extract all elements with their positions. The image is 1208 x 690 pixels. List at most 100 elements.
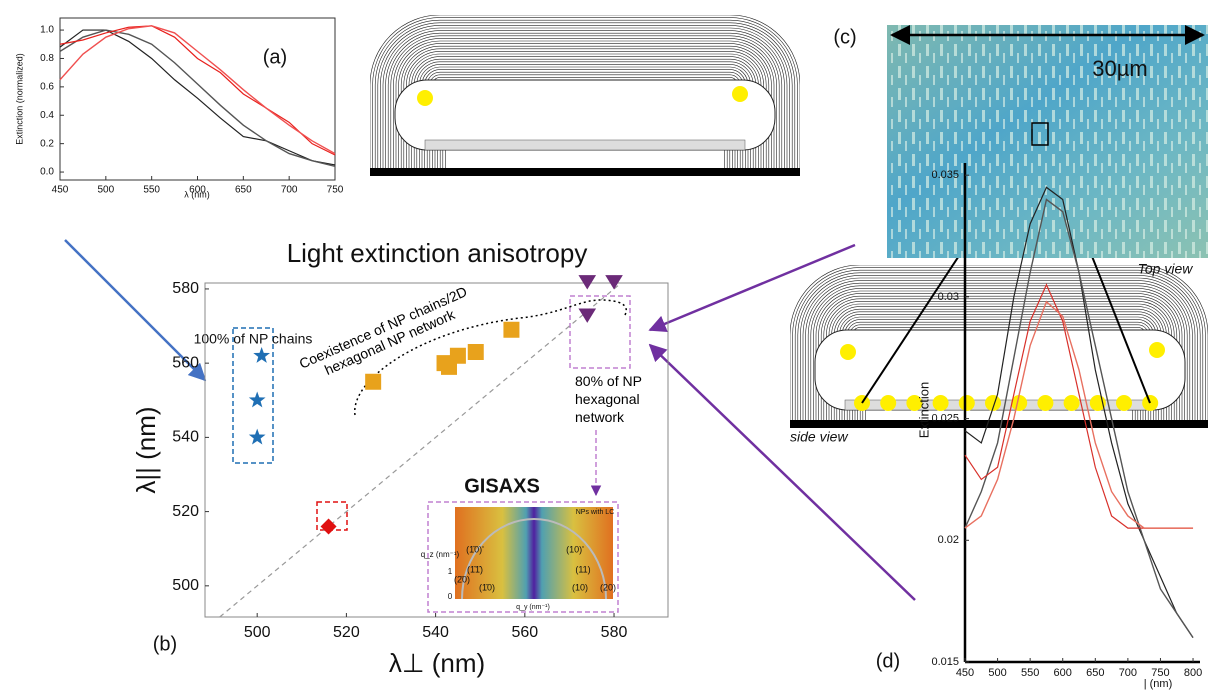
layer-line (833, 308, 1165, 422)
layer-line (372, 17, 798, 170)
layer-line (424, 69, 746, 170)
nanoparticle (732, 86, 748, 102)
y-tick-label: 0.015 (931, 656, 959, 668)
layer-line (828, 303, 1170, 422)
layer-line (419, 64, 751, 170)
inset-title: GISAXS (464, 475, 540, 497)
x-tick-label: 500 (244, 624, 271, 641)
layer-line (377, 22, 793, 170)
layer-line (802, 277, 1196, 422)
diagonal (219, 282, 622, 618)
layer-line (823, 298, 1175, 422)
schematic-caption: side view (790, 429, 848, 445)
x-tick-label: 500 (988, 667, 1006, 679)
layer-line (820, 295, 1178, 422)
nanoparticle (1149, 342, 1165, 358)
marker (320, 518, 337, 535)
gisaxs-label: q_y (nm⁻¹) (516, 604, 550, 611)
panel-label: (b) (153, 633, 177, 655)
nanoparticle (1142, 395, 1159, 411)
data-line (59, 29, 336, 166)
marker (449, 347, 466, 364)
schematics (370, 15, 1208, 428)
charts: 450 500 550 600 650 700 750 0.0 0.2 0.4 0.6 0.8 1.0 λ… (14, 17, 1202, 690)
layer-line (849, 324, 1149, 422)
x-tick-label: 500 (97, 185, 114, 196)
y-tick-label: 0.2 (40, 138, 54, 149)
nanoparticle (906, 395, 923, 411)
cavity (394, 79, 776, 151)
marker (365, 373, 382, 390)
layer-line (429, 74, 741, 170)
gisaxs-label: (10)' (566, 544, 584, 554)
layer-line (403, 48, 767, 170)
y-tick-label: 540 (172, 429, 199, 446)
y-tick-label: 520 (172, 503, 199, 520)
layer-line (398, 43, 772, 170)
y-tick-label: 580 (172, 280, 199, 297)
y-tick-label: 0.0 (40, 167, 54, 178)
x-axis-label: λ⊥ (nm) (389, 648, 485, 678)
zoom-box (1031, 122, 1049, 146)
gisaxs-ring (461, 518, 607, 600)
gisaxs-label: (11) (575, 564, 590, 574)
layer-line (839, 314, 1159, 422)
y-axis-label: Extinction (normalized) (14, 53, 24, 145)
y-axis-label: Extinction (916, 382, 931, 438)
data-line (59, 25, 336, 156)
layer-line (374, 19, 796, 170)
marker (503, 321, 520, 338)
gisaxs-label: 0 (448, 592, 453, 601)
y-tick-label: 0.025 (931, 412, 959, 424)
gisaxs-image (455, 507, 613, 599)
nanoparticle (1011, 395, 1028, 411)
y-tick-label: 0.8 (40, 53, 54, 64)
gisaxs-label: (10) (572, 582, 588, 592)
gisaxs-label: (1̄0) (479, 582, 495, 592)
arrow (64, 239, 207, 382)
layer-line (406, 51, 764, 170)
data-line (59, 25, 336, 155)
layer-line (818, 293, 1180, 422)
layer-line (792, 267, 1206, 422)
annotation: 80% of NP hexagonal network (575, 373, 642, 425)
layer-line (844, 319, 1154, 422)
gisaxs-label: (1̄0)' (466, 544, 484, 554)
y-tick-label: 0.02 (938, 534, 959, 546)
bracket (354, 299, 627, 416)
scale-label: 30µm (1092, 56, 1147, 81)
layer-line (805, 280, 1193, 422)
x-tick-label: 450 (956, 667, 974, 679)
marker (578, 275, 597, 290)
layer-line (841, 316, 1157, 422)
substrate (790, 420, 1208, 428)
plot-frame (204, 282, 669, 618)
x-tick-label: 700 (281, 185, 298, 196)
layer-line (810, 285, 1188, 422)
x-tick-label: 520 (333, 624, 360, 641)
x-tick-label: 700 (1119, 667, 1137, 679)
nanoparticle (958, 395, 975, 411)
y-tick-label: 0.4 (40, 110, 54, 121)
layer-line (813, 288, 1185, 422)
marker (248, 428, 266, 445)
x-tick-label: 650 (235, 185, 252, 196)
layer-line (846, 321, 1152, 422)
annotation: 100% of NP chains (194, 331, 313, 347)
x-tick-label: 750 (1151, 667, 1169, 679)
gisaxs-label: (2̄0) (454, 574, 470, 584)
chart-title: Light extinction anisotropy (287, 238, 588, 268)
data-line (59, 29, 336, 168)
y-axis-label: λ|| (nm) (131, 406, 161, 493)
marker (467, 344, 484, 361)
layer-line (807, 282, 1191, 422)
layer-line (797, 272, 1201, 422)
substrate (370, 168, 800, 176)
nanoparticle (417, 90, 433, 106)
layer-line (432, 77, 738, 170)
nanoparticle (1116, 395, 1132, 411)
gisaxs-label: 1 (448, 567, 453, 576)
y-tick-label: 1.0 (40, 25, 54, 36)
layer-line (421, 66, 749, 170)
x-tick-label: 580 (601, 624, 628, 641)
